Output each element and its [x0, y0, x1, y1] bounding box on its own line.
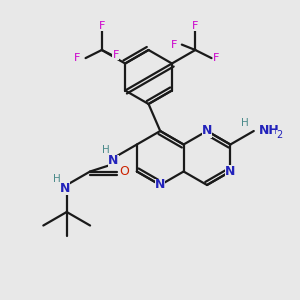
Text: 2: 2: [276, 130, 282, 140]
Text: O: O: [119, 165, 129, 178]
Text: N: N: [225, 165, 236, 178]
Text: H: H: [241, 118, 248, 128]
Text: F: F: [99, 21, 105, 31]
Text: F: F: [213, 53, 220, 63]
Text: N: N: [59, 182, 70, 194]
Text: F: F: [112, 50, 119, 60]
Text: N: N: [202, 124, 212, 137]
Text: F: F: [192, 21, 199, 31]
Text: H: H: [102, 145, 109, 155]
Text: F: F: [74, 53, 81, 63]
Text: N: N: [108, 154, 119, 167]
Text: NH: NH: [259, 124, 280, 137]
Text: H: H: [53, 174, 61, 184]
Text: F: F: [170, 40, 177, 50]
Text: N: N: [155, 178, 165, 191]
